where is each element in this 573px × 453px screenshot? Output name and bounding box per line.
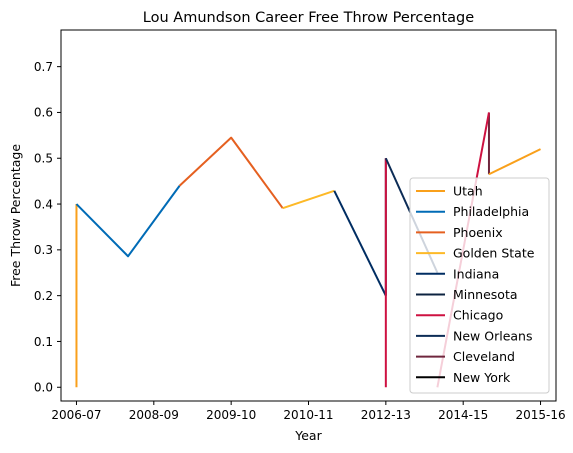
y-tick-label: 0.6 xyxy=(34,106,53,120)
y-tick-label: 0.7 xyxy=(34,60,53,74)
legend: Utah Philadelphia Phoenix Golden State India… xyxy=(409,177,550,394)
series-line-2 xyxy=(75,185,181,258)
y-tick-label: 0.2 xyxy=(34,289,53,303)
legend-label: Indiana xyxy=(453,266,499,281)
legend-label: Philadelphia xyxy=(453,204,529,219)
legend-label: New Orleans xyxy=(453,328,532,343)
chart-title: Lou Amundson Career Free Throw Percentag… xyxy=(143,10,474,26)
legend-label: Utah xyxy=(453,184,483,199)
legend-label: Cleveland xyxy=(453,349,515,364)
y-tick-label: 0.3 xyxy=(34,243,53,257)
plot-area xyxy=(75,112,541,388)
legend-label: New York xyxy=(453,370,511,385)
legend-label: Golden State xyxy=(453,246,535,261)
x-tick-label: 2014-15 xyxy=(438,408,488,422)
legend-label: Minnesota xyxy=(453,287,518,302)
legend-label: Phoenix xyxy=(453,225,503,240)
legend-label: Chicago xyxy=(453,308,503,323)
series-line-5 xyxy=(333,190,387,297)
x-tick-label: 2009-10 xyxy=(206,408,256,422)
x-tick-label: 2006-07 xyxy=(51,408,101,422)
x-tick-label: 2010-11 xyxy=(283,408,333,422)
x-tick-label: 2012-13 xyxy=(361,408,411,422)
x-tick-label: 2008-09 xyxy=(129,408,179,422)
y-tick-label: 0.0 xyxy=(34,381,53,395)
axes: 2006-07 2008-09 2009-10 2010-11 2012-13 2014-… xyxy=(34,29,566,422)
y-axis-label: Free Throw Percentage xyxy=(8,144,23,287)
y-tick-label: 0.4 xyxy=(34,197,53,211)
series-line-4 xyxy=(282,189,335,210)
x-axis-label: Year xyxy=(294,428,322,443)
series-line-12 xyxy=(488,148,541,176)
x-tick-label: 2015-16 xyxy=(515,408,565,422)
y-tick-label: 0.1 xyxy=(34,335,53,349)
y-tick-label: 0.5 xyxy=(34,152,53,166)
series-line-3 xyxy=(178,136,284,209)
